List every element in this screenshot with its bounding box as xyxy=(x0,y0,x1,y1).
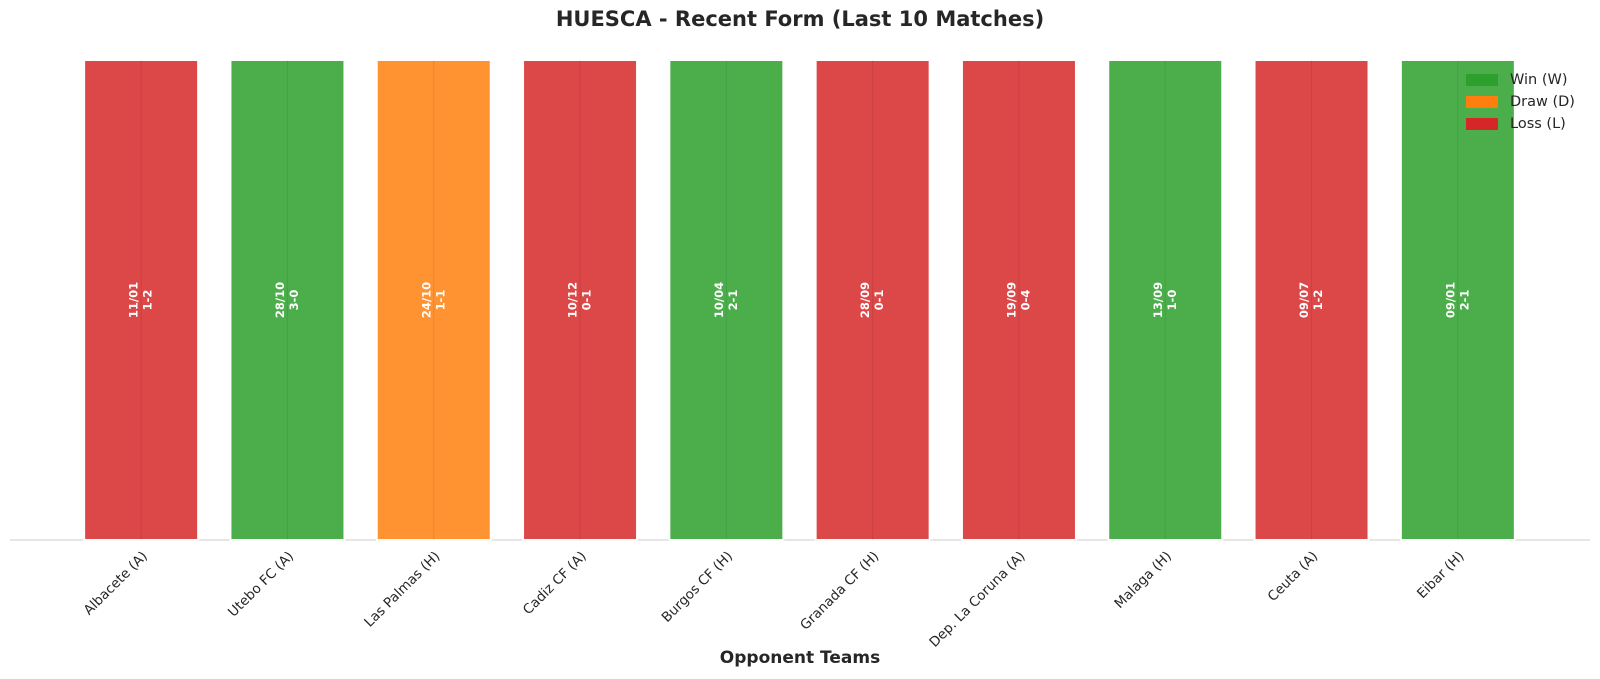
value-label: 09/01 xyxy=(1443,282,1457,318)
bar xyxy=(375,59,492,541)
bar xyxy=(960,59,1077,541)
value-label: 28/10 xyxy=(273,282,287,318)
value-label: 1-1 xyxy=(433,290,447,311)
x-tick-label: Granada CF (H) xyxy=(797,548,882,633)
legend-label: Loss (L) xyxy=(1510,116,1566,132)
x-tick-label: Utebo FC (A) xyxy=(225,548,297,620)
value-label: 10/12 xyxy=(566,282,580,318)
value-label: 0-1 xyxy=(580,290,594,311)
value-label: 1-2 xyxy=(141,290,155,311)
value-label: 09/07 xyxy=(1297,282,1311,318)
x-tick-label: Albacete (A) xyxy=(81,548,151,618)
x-tick-label: Malaga (H) xyxy=(1111,548,1174,611)
bar xyxy=(1399,59,1516,541)
x-tick-label: Dep. La Coruna (A) xyxy=(926,548,1028,650)
value-label: 0-4 xyxy=(1018,290,1032,311)
value-label: 2-1 xyxy=(1457,290,1471,311)
x-tick-label: Ceuta (A) xyxy=(1265,548,1322,605)
value-label: 10/04 xyxy=(712,282,726,318)
value-label: 11/01 xyxy=(127,282,141,318)
legend-label: Win (W) xyxy=(1510,72,1568,88)
value-label: 13/09 xyxy=(1151,282,1165,318)
bar xyxy=(1107,59,1224,541)
bar xyxy=(814,59,931,541)
x-tick-label: Las Palmas (H) xyxy=(361,548,443,630)
legend-swatch xyxy=(1466,118,1498,130)
value-label: 3-0 xyxy=(287,290,301,311)
x-tick-label: Burgos CF (H) xyxy=(659,548,736,625)
x-tick-label: Cadiz CF (A) xyxy=(520,548,590,618)
value-label: 0-1 xyxy=(872,290,886,311)
value-label: 1-2 xyxy=(1311,290,1325,311)
x-axis-label: Opponent Teams xyxy=(720,648,880,668)
value-label: 24/10 xyxy=(419,282,433,318)
value-label: 28/09 xyxy=(858,282,872,318)
value-label: 1-0 xyxy=(1165,290,1179,311)
bar xyxy=(522,59,639,541)
value-label: 2-1 xyxy=(726,290,740,311)
legend-swatch xyxy=(1466,96,1498,108)
bar xyxy=(229,59,346,541)
legend-label: Draw (D) xyxy=(1510,94,1575,110)
bar xyxy=(1253,59,1370,541)
bar xyxy=(83,59,200,541)
bar xyxy=(668,59,785,541)
x-tick-label: Eibar (H) xyxy=(1414,548,1467,601)
legend-swatch xyxy=(1466,74,1498,86)
chart-title: HUESCA - Recent Form (Last 10 Matches) xyxy=(556,7,1044,31)
value-label: 19/09 xyxy=(1004,282,1018,318)
